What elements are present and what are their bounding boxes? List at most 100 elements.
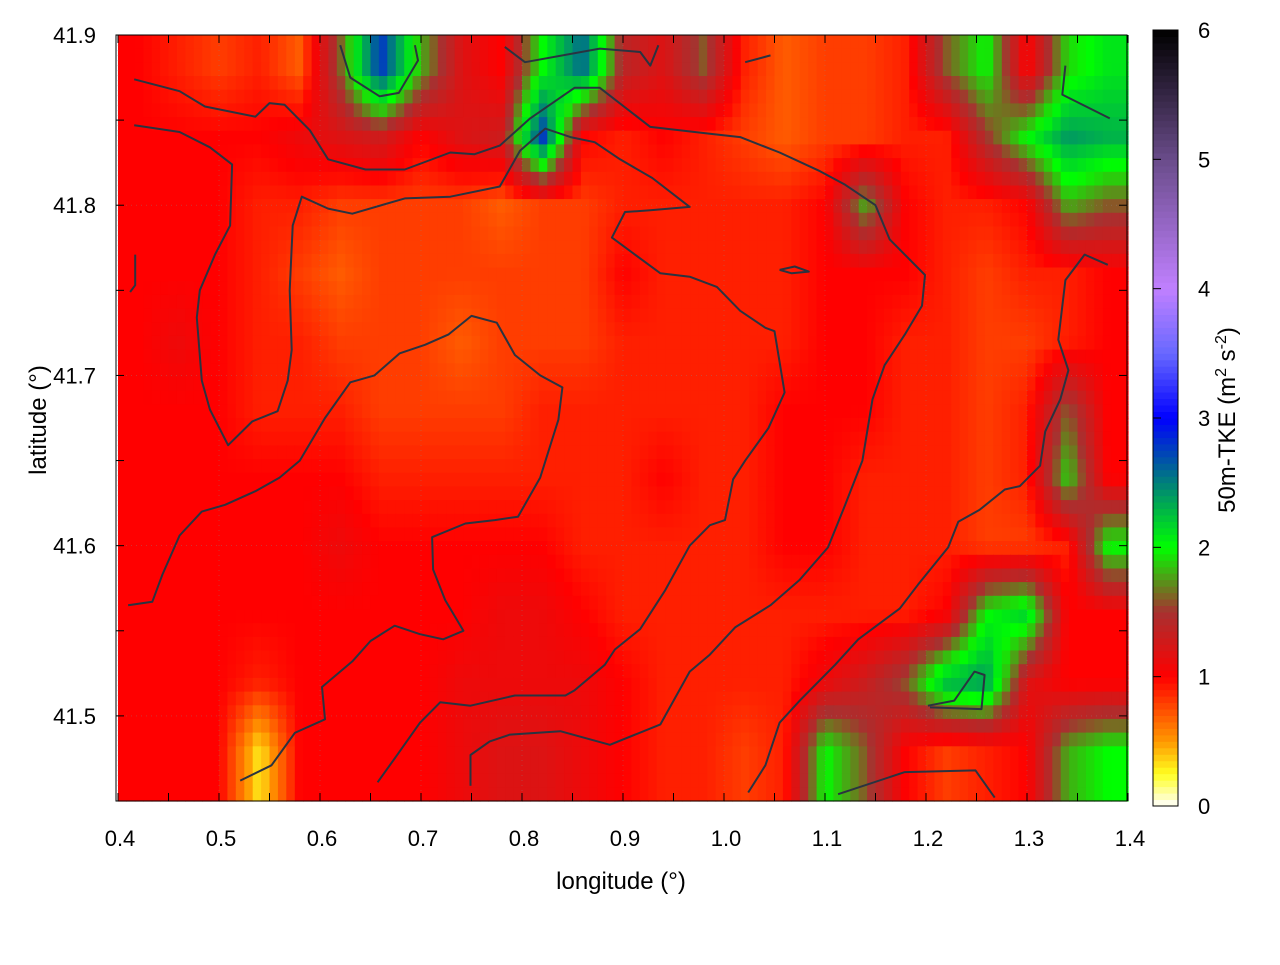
heatmap-cell xyxy=(648,582,658,597)
heatmap-cell xyxy=(244,445,254,460)
heatmap-cell xyxy=(1018,76,1028,91)
heatmap-cell xyxy=(336,390,346,405)
heatmap-cell xyxy=(833,158,843,173)
heatmap-cell xyxy=(210,267,220,282)
heatmap-cell xyxy=(269,89,279,104)
heatmap-cell xyxy=(1111,513,1121,529)
heatmap-cell xyxy=(126,294,136,310)
heatmap-cell xyxy=(858,472,868,487)
heatmap-cell xyxy=(244,582,254,597)
heatmap-cell xyxy=(883,349,893,364)
heatmap-cell xyxy=(1119,568,1129,583)
heatmap-cell xyxy=(1010,322,1020,337)
heatmap-cell xyxy=(993,294,1003,310)
heatmap-cell xyxy=(463,554,473,570)
heatmap-cell xyxy=(808,48,818,63)
heatmap-cell xyxy=(160,35,170,50)
heatmap-cell xyxy=(429,199,439,214)
heatmap-cell xyxy=(564,130,574,145)
heatmap-cell xyxy=(1043,377,1053,392)
heatmap-cell xyxy=(934,171,944,187)
heatmap-cell xyxy=(1043,158,1053,173)
heatmap-cell xyxy=(160,76,170,91)
heatmap-cell xyxy=(833,171,843,187)
heatmap-cell xyxy=(505,500,515,515)
heatmap-cell xyxy=(597,554,607,570)
heatmap-cell xyxy=(160,527,170,542)
heatmap-cell xyxy=(1085,130,1095,145)
heatmap-cell xyxy=(362,582,372,597)
heatmap-cell xyxy=(522,158,532,173)
heatmap-cell xyxy=(463,582,473,597)
heatmap-cell xyxy=(1119,363,1129,378)
heatmap-cell xyxy=(261,130,271,145)
heatmap-cell xyxy=(252,554,262,570)
heatmap-cell xyxy=(244,404,254,419)
heatmap-cell xyxy=(168,89,178,104)
heatmap-cell xyxy=(580,158,590,173)
heatmap-cell xyxy=(656,568,666,583)
heatmap-cell xyxy=(429,568,439,583)
heatmap-cell xyxy=(1119,171,1129,187)
heatmap-cell xyxy=(690,117,700,132)
heatmap-cell xyxy=(1077,582,1087,597)
heatmap-cell xyxy=(1035,185,1045,200)
heatmap-cell xyxy=(370,185,380,200)
heatmap-cell xyxy=(479,472,489,487)
heatmap-cell xyxy=(134,267,144,282)
heatmap-cell xyxy=(951,431,961,446)
heatmap-cell xyxy=(471,513,481,529)
heatmap-cell xyxy=(143,513,153,529)
heatmap-cell xyxy=(370,459,380,474)
heatmap-cell xyxy=(968,281,978,296)
heatmap-cell xyxy=(471,527,481,542)
heatmap-cell xyxy=(1111,48,1121,63)
heatmap-cell xyxy=(446,48,456,63)
heatmap-cell xyxy=(1102,212,1112,228)
heatmap-cell xyxy=(479,171,489,187)
heatmap-cell xyxy=(277,62,287,77)
heatmap-cell xyxy=(479,89,489,104)
heatmap-cell xyxy=(892,445,902,460)
heatmap-cell xyxy=(917,158,927,173)
heatmap-cell xyxy=(656,349,666,364)
heatmap-cell xyxy=(917,226,927,241)
heatmap-cell xyxy=(1018,363,1028,378)
heatmap-cell xyxy=(168,171,178,187)
heatmap-cell xyxy=(690,103,700,118)
heatmap-cell xyxy=(1043,294,1053,310)
heatmap-cell xyxy=(555,595,565,611)
heatmap-cell xyxy=(766,62,776,77)
heatmap-cell xyxy=(471,322,481,337)
heatmap-cell xyxy=(1060,527,1070,542)
heatmap-cell xyxy=(530,335,540,351)
heatmap-cell xyxy=(993,267,1003,282)
heatmap-cell xyxy=(320,431,330,446)
heatmap-cell xyxy=(1069,349,1079,364)
heatmap-cell xyxy=(791,404,801,419)
heatmap-cell xyxy=(1085,445,1095,460)
heatmap-cell xyxy=(808,363,818,378)
heatmap-cell xyxy=(395,199,405,214)
heatmap-cell xyxy=(564,253,574,269)
heatmap-cell xyxy=(294,404,304,419)
heatmap-cell xyxy=(782,445,792,460)
heatmap-cell xyxy=(269,595,279,611)
heatmap-cell xyxy=(1010,185,1020,200)
heatmap-cell xyxy=(345,294,355,310)
heatmap-cell xyxy=(370,418,380,433)
heatmap-cell xyxy=(1035,377,1045,392)
heatmap-cell xyxy=(825,582,835,597)
heatmap-cell xyxy=(656,240,666,255)
heatmap-cell xyxy=(942,404,952,419)
heatmap-cell xyxy=(959,349,969,364)
heatmap-cell xyxy=(917,472,927,487)
heatmap-cell xyxy=(580,445,590,460)
heatmap-cell xyxy=(496,185,506,200)
heatmap-cell xyxy=(665,527,675,542)
heatmap-cell xyxy=(782,322,792,337)
heatmap-cell xyxy=(277,459,287,474)
heatmap-cell xyxy=(867,431,877,446)
heatmap-cell xyxy=(160,486,170,501)
heatmap-cell xyxy=(833,349,843,364)
